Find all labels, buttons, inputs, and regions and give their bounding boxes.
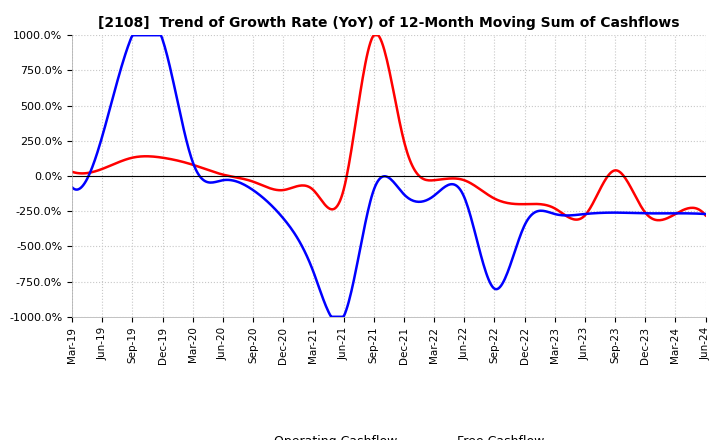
Free Cashflow xyxy=(371,183,379,188)
Operating Cashflow xyxy=(701,213,710,218)
Line: Operating Cashflow: Operating Cashflow xyxy=(72,35,706,220)
Free Cashflow xyxy=(413,199,422,205)
Free Cashflow xyxy=(701,211,710,216)
Operating Cashflow xyxy=(412,170,420,175)
Operating Cashflow xyxy=(68,169,76,174)
Free Cashflow xyxy=(447,182,456,187)
Operating Cashflow xyxy=(688,205,697,210)
Operating Cashflow xyxy=(370,33,379,38)
Free Cashflow xyxy=(375,176,384,182)
Free Cashflow xyxy=(688,211,697,216)
Operating Cashflow xyxy=(369,34,377,39)
Operating Cashflow xyxy=(654,218,663,223)
Operating Cashflow xyxy=(588,201,597,206)
Operating Cashflow xyxy=(446,176,455,181)
Legend: Operating Cashflow, Free Cashflow: Operating Cashflow, Free Cashflow xyxy=(228,430,550,440)
Free Cashflow xyxy=(590,211,598,216)
Line: Free Cashflow: Free Cashflow xyxy=(72,35,706,317)
Free Cashflow xyxy=(129,33,138,38)
Free Cashflow xyxy=(328,314,337,319)
Operating Cashflow xyxy=(374,33,382,38)
Title: [2108]  Trend of Growth Rate (YoY) of 12-Month Moving Sum of Cashflows: [2108] Trend of Growth Rate (YoY) of 12-… xyxy=(98,16,680,30)
Free Cashflow xyxy=(68,185,76,190)
